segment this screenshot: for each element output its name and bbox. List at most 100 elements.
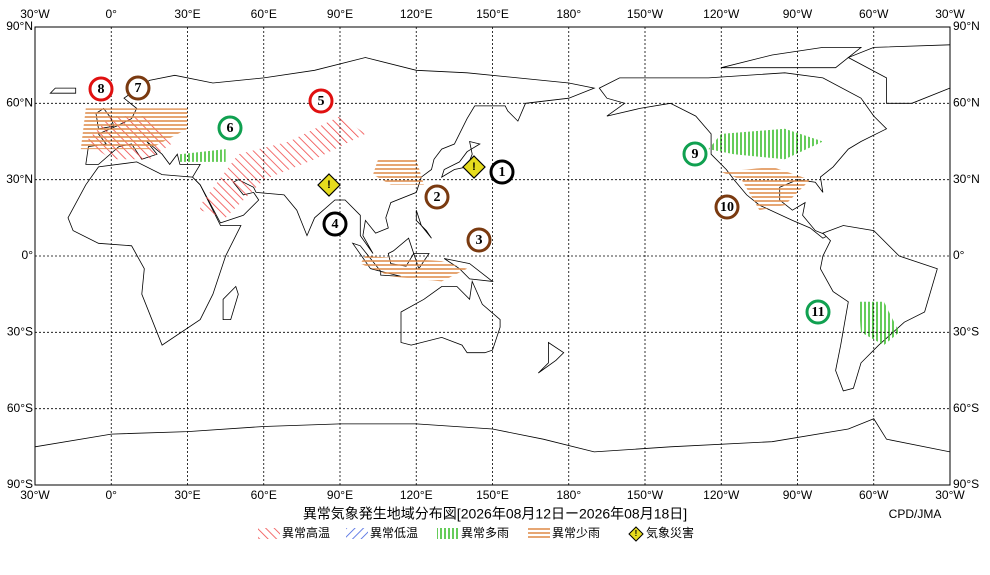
lon-label: 30°W [935,488,965,502]
lat-label: 90°N [953,19,980,33]
marker-number: 1 [499,165,506,180]
lat-label: 0° [953,248,965,262]
lat-label: 0° [22,248,34,262]
lat-label: 60°N [6,96,33,110]
hazard-symbol: ! [327,179,331,191]
lon-label: 120°E [400,7,433,21]
lon-label: 150°W [627,7,664,21]
lon-label: 30°W [20,7,50,21]
marker-number: 7 [135,81,142,96]
lat-label: 90°N [6,19,33,33]
marker-number: 8 [98,82,105,97]
lon-label: 90°W [783,488,813,502]
anomaly-area [80,108,188,150]
landmass [222,285,239,320]
anomaly-area [721,166,811,211]
event-marker: 2 [424,184,450,210]
landmass [538,341,565,374]
event-marker: 11 [805,299,831,325]
landmass [440,140,481,178]
lon-label: 90°W [783,7,813,21]
landmass [721,47,863,69]
marker-number: 6 [227,121,234,136]
legend-label: 異常多雨 [461,526,509,540]
marker-number: 2 [434,190,441,205]
hazard-marker: ! [317,173,341,197]
anomaly-area [179,149,226,162]
lon-label: 60°W [859,488,889,502]
legend-label: 異常少雨 [552,526,600,540]
legend-label: 気象災害 [646,525,694,540]
lon-label: 60°E [251,7,277,21]
lat-label: 30°S [953,325,979,339]
marker-number: 10 [720,200,734,215]
event-marker: 5 [308,88,334,114]
marker-ring [466,227,492,253]
lon-label: 0° [106,488,118,502]
lon-label: 30°E [174,488,200,502]
event-marker: 4 [322,211,348,237]
marker-ring [125,75,151,101]
event-markers: 1 2 3 4 5 6 7 8 9 10 11 [88,75,831,325]
anomaly-area [858,301,900,346]
lon-label: 60°E [251,488,277,502]
landmass [400,279,501,354]
event-marker: 3 [466,227,492,253]
marker-ring [424,184,450,210]
event-marker: 8 [88,76,114,102]
lat-label: 60°S [953,401,979,415]
hazard-symbol: ! [635,529,638,538]
lat-label: 30°S [7,325,33,339]
event-marker: 10 [714,194,740,220]
anomaly-areas [80,108,900,346]
lat-label: 30°N [6,172,33,186]
lon-label: 120°W [703,488,740,502]
landmass [49,87,77,94]
anomaly-area [200,116,366,218]
marker-number: 4 [332,217,339,232]
marker-ring [805,299,831,325]
marker-ring [714,194,740,220]
lon-label: 30°E [174,7,200,21]
lon-label: 60°W [859,7,889,21]
lat-label: 60°S [7,401,33,415]
legend-label: 異常低温 [370,526,418,540]
anomaly-area [708,128,823,160]
lon-label: 150°E [476,488,509,502]
lat-label: 30°N [953,172,980,186]
legend-swatch [258,528,280,539]
legend-swatch [437,528,459,539]
event-marker: 1 [489,159,515,185]
legend: 異常高温 異常低温 異常多雨 異常少雨 ! 気象災害 [258,525,694,542]
lat-label: 90°S [7,477,33,491]
lon-label: 180° [556,488,581,502]
hazard-symbol: ! [472,161,476,173]
event-marker: 7 [125,75,151,101]
marker-ring [308,88,334,114]
marker-number: 3 [476,233,483,248]
lon-label: 0° [106,7,118,21]
marker-ring [489,159,515,185]
axis-labels: 30°W30°W0°0°30°E30°E60°E60°E90°E90°E120°… [6,7,980,502]
lon-label: 150°W [627,488,664,502]
lon-label: 120°W [703,7,740,21]
marker-ring [682,141,708,167]
map-frame [34,26,951,486]
landmass [598,72,888,239]
legend-label: 異常高温 [282,525,330,540]
lat-label: 60°N [953,96,980,110]
landmass [415,210,432,239]
graticule [35,27,951,485]
lat-label: 90°S [953,477,979,491]
lon-label: 180° [556,7,581,21]
marker-ring [217,115,243,141]
legend-swatch [528,528,550,539]
event-marker: 9 [682,141,708,167]
credit: CPD/JMA [889,507,942,521]
marker-number: 9 [692,147,699,162]
marker-ring [88,76,114,102]
map-title: 異常気象発生地域分布図[2026年08月12日ー2026年08月18日] [303,506,687,522]
marker-ring [322,211,348,237]
diamond [462,155,486,179]
